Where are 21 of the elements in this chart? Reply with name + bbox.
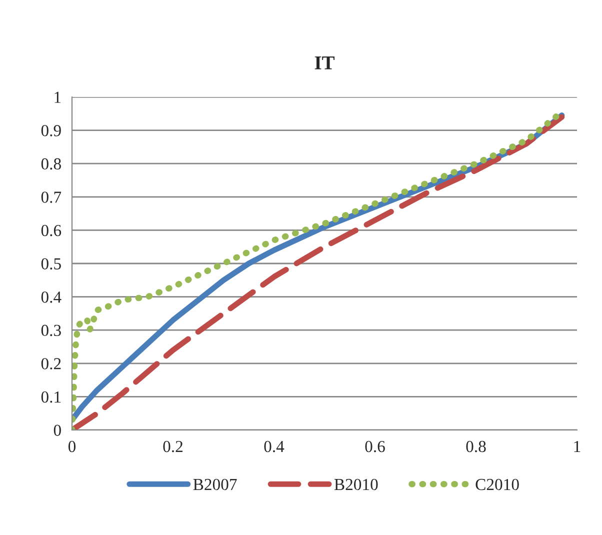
legend-label: B2010: [334, 478, 378, 490]
x-tick-label: 0.6: [365, 440, 385, 452]
y-tick-label: 1: [54, 92, 61, 103]
y-tick-label: 0.4: [41, 292, 62, 303]
x-tick-label: 0.8: [466, 440, 486, 452]
y-tick-label: 0.6: [41, 224, 62, 236]
legend-label: B2007: [193, 478, 237, 490]
x-tick-label: 0.4: [264, 440, 284, 452]
y-tick-label: 0.8: [41, 158, 61, 170]
y-tick-label: 0: [54, 424, 61, 436]
legend-label: C2010: [476, 478, 519, 490]
x-tick-label: 0.2: [163, 440, 182, 452]
x-tick-label: 0: [68, 440, 76, 452]
y-tick-label: 0.9: [41, 125, 61, 136]
x-tick-label: 1: [574, 440, 580, 452]
chart-title: IT: [314, 56, 334, 70]
y-tick-label: 0.5: [41, 258, 61, 270]
y-tick-label: 0.7: [41, 192, 62, 203]
y-tick-label: 0.2: [41, 358, 61, 370]
y-tick-label: 0.3: [41, 324, 61, 336]
y-tick-label: 0.1: [41, 391, 61, 403]
